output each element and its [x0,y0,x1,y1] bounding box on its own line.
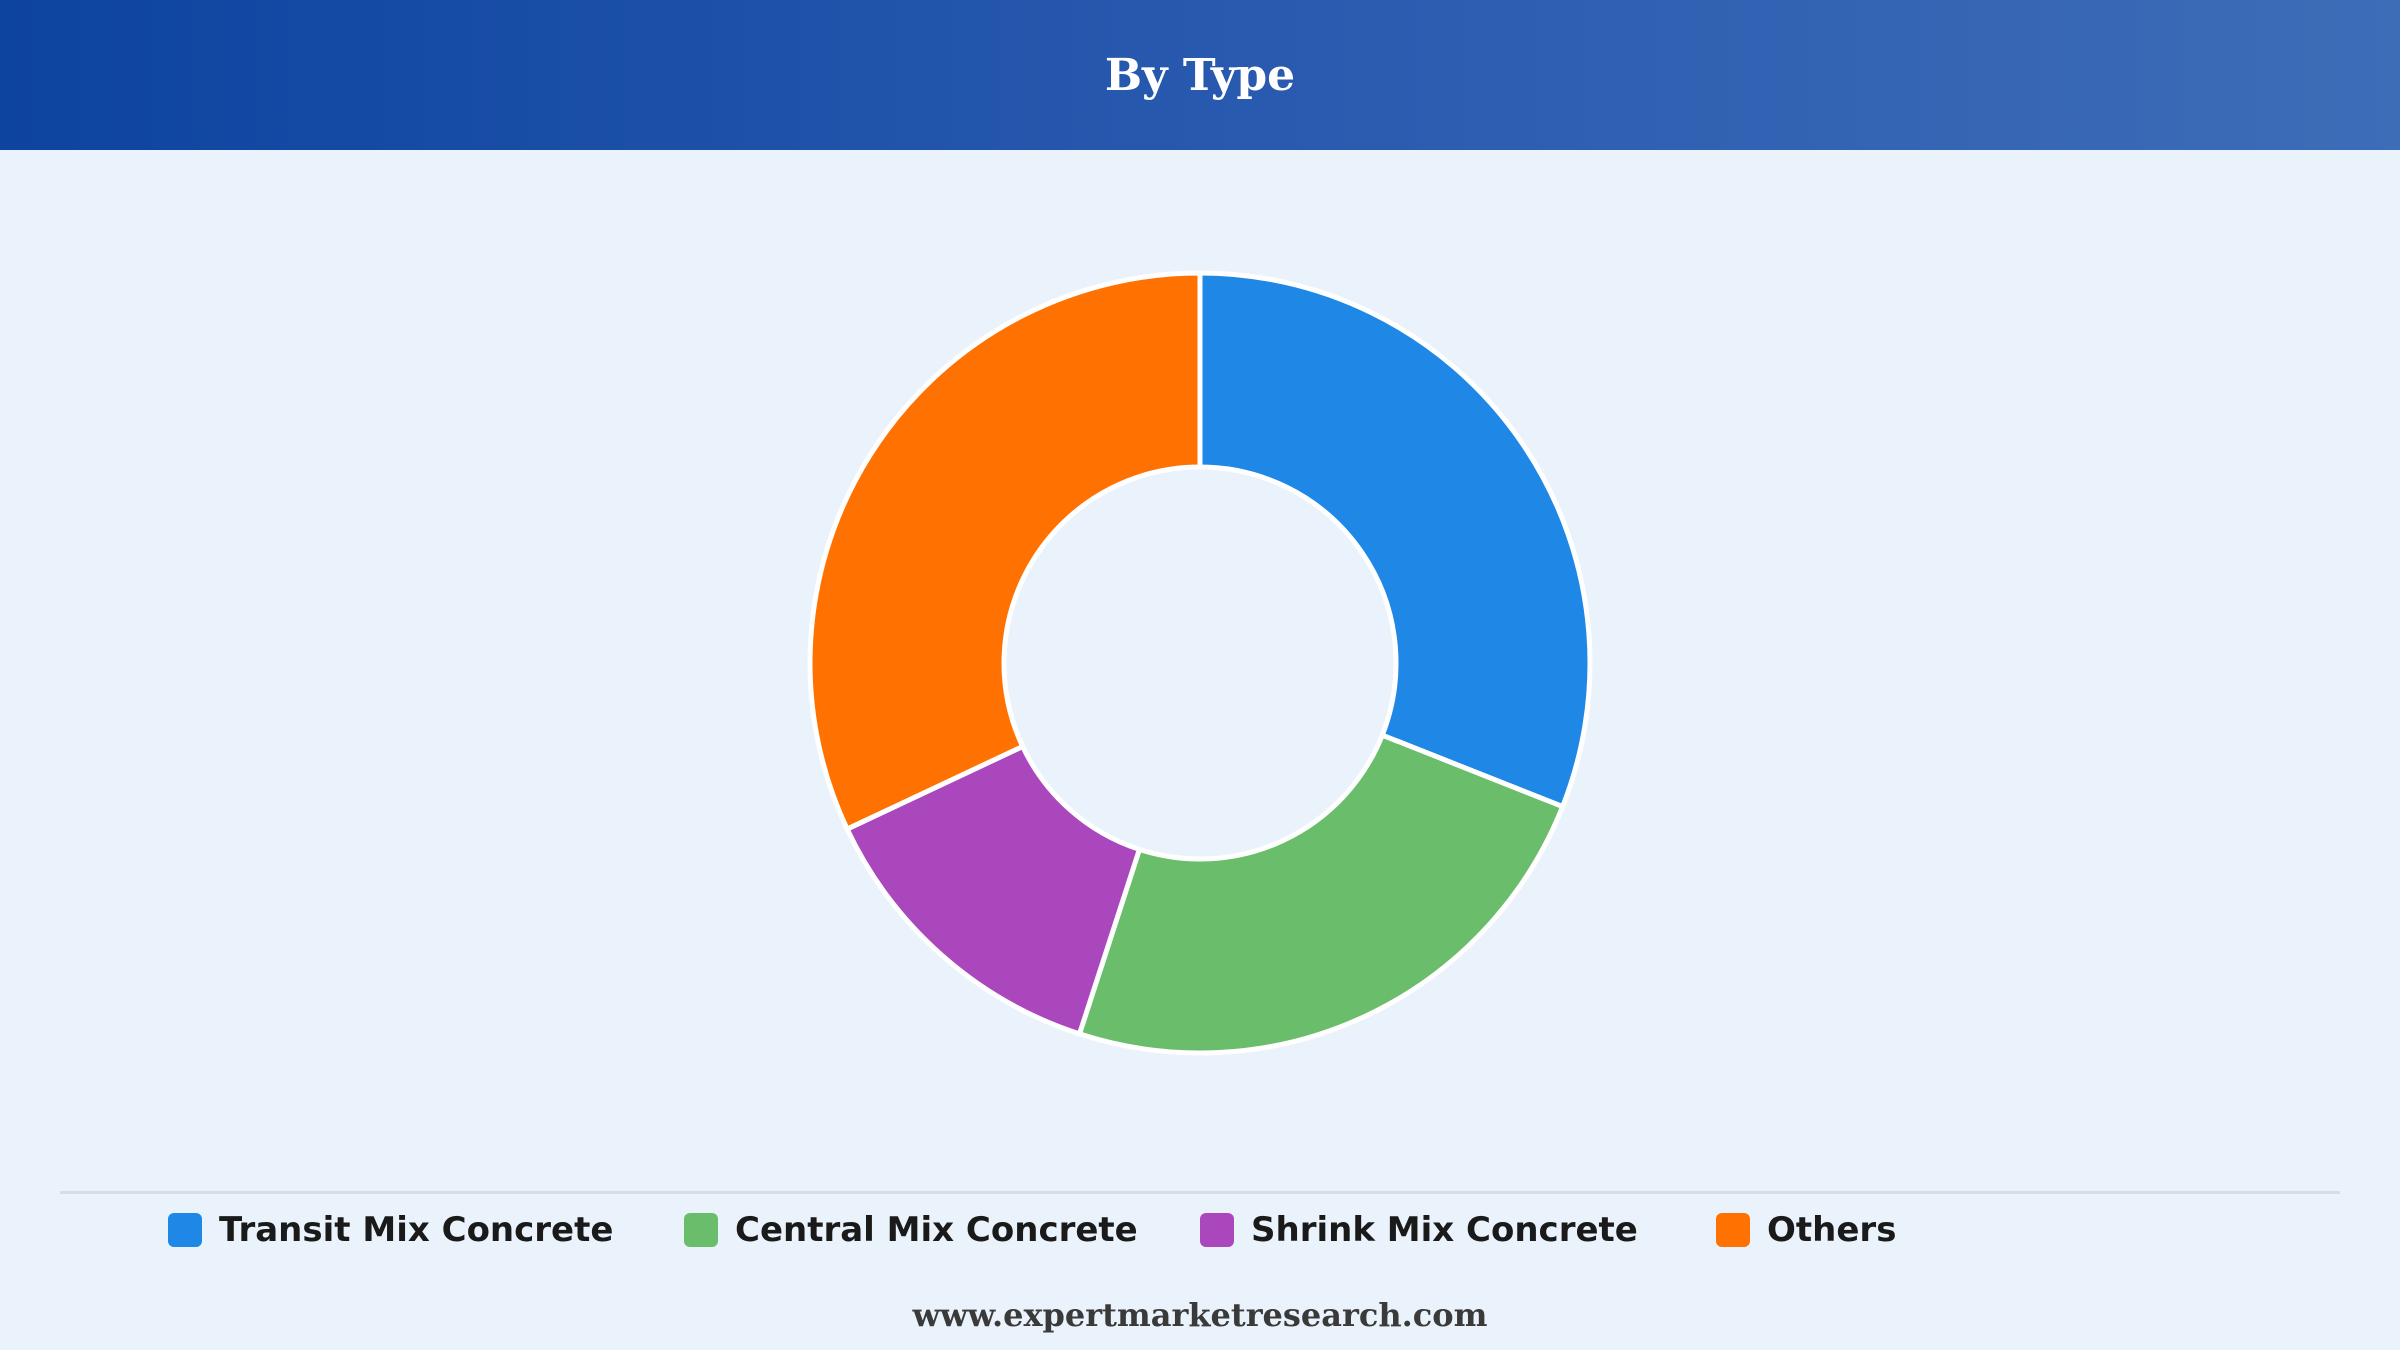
legend-item-shrink-mix: Shrink Mix Concrete [1200,1206,1638,1254]
donut-chart [807,270,1593,1056]
donut-slice-shrink-mix-concrete [844,743,1142,1037]
legend-label: Others [1767,1210,1897,1250]
chart-legend: Transit Mix Concrete Central Mix Concret… [0,1206,2400,1254]
chart-title: By Type [1104,49,1296,101]
legend-item-others: Others [1716,1206,1896,1254]
legend-label: Transit Mix Concrete [219,1210,614,1250]
legend-label: Central Mix Concrete [735,1210,1138,1250]
legend-swatch [168,1213,202,1247]
legend-divider [60,1191,2340,1194]
header-banner: By Type [0,0,2400,150]
chart-area [0,150,2400,1190]
legend-swatch [684,1213,718,1247]
legend-swatch [1200,1213,1234,1247]
donut-slice-others [807,270,1203,832]
legend-item-transit-mix: Transit Mix Concrete [168,1206,613,1254]
legend-swatch [1716,1213,1750,1247]
legend-item-central-mix: Central Mix Concrete [684,1206,1138,1254]
donut-slice-transit-mix-concrete [1197,270,1593,810]
source-footer: www.expertmarketresearch.com [912,1296,1488,1334]
donut-slice-central-mix-concrete [1076,732,1566,1056]
legend-label: Shrink Mix Concrete [1251,1210,1638,1250]
donut-slices [807,270,1593,1056]
